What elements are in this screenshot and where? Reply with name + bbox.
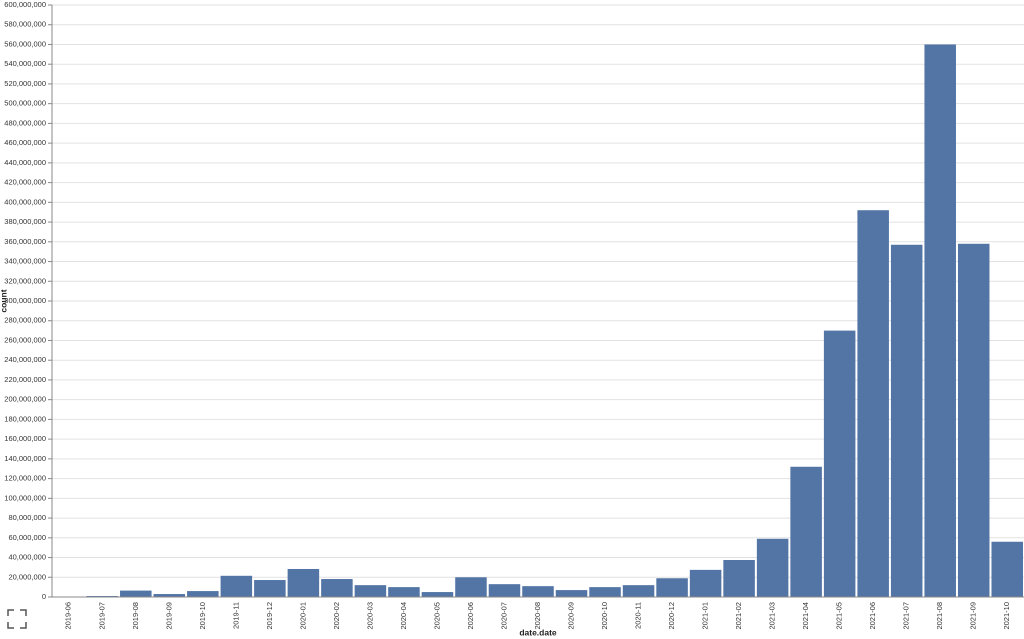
x-tick-label: 2019-11 bbox=[231, 602, 240, 629]
y-tick-label: 600,000,000 bbox=[4, 0, 46, 9]
x-axis-title: date.date bbox=[519, 627, 557, 637]
y-tick-label: 520,000,000 bbox=[4, 79, 46, 88]
y-tick-label: 20,000,000 bbox=[8, 572, 46, 581]
bar bbox=[924, 44, 956, 597]
y-tick-label: 140,000,000 bbox=[4, 454, 46, 463]
x-tick-label: 2020-01 bbox=[298, 602, 307, 630]
y-tick-label: 80,000,000 bbox=[8, 513, 46, 522]
bar bbox=[723, 560, 755, 597]
y-tick-label: 0 bbox=[42, 592, 46, 601]
x-tick-label: 2021-02 bbox=[734, 602, 743, 630]
bar bbox=[957, 243, 990, 598]
x-tick-label: 2021-03 bbox=[768, 602, 777, 630]
bar bbox=[254, 580, 286, 597]
x-tick-label: 2020-03 bbox=[365, 602, 374, 630]
x-tick-label: 2019-08 bbox=[131, 602, 140, 630]
y-tick-label: 160,000,000 bbox=[4, 434, 46, 443]
bar bbox=[589, 587, 621, 597]
bar bbox=[220, 575, 253, 597]
x-tick-label: 2020-04 bbox=[399, 602, 408, 630]
bar bbox=[991, 541, 1023, 597]
bar bbox=[287, 568, 320, 597]
y-tick-label: 180,000,000 bbox=[4, 414, 46, 423]
y-tick-label: 580,000,000 bbox=[4, 20, 46, 29]
bar bbox=[354, 585, 387, 597]
x-tick-label: 2020-11 bbox=[634, 602, 643, 629]
x-tick-label: 2020-06 bbox=[466, 602, 475, 630]
bar bbox=[421, 592, 454, 597]
bar bbox=[823, 330, 856, 597]
y-tick-label: 220,000,000 bbox=[4, 375, 46, 384]
y-tick-label: 460,000,000 bbox=[4, 138, 46, 147]
bar bbox=[857, 210, 889, 597]
y-tick-label: 280,000,000 bbox=[4, 316, 46, 325]
bar bbox=[656, 578, 688, 597]
bar bbox=[321, 579, 353, 597]
y-tick-label: 100,000,000 bbox=[4, 493, 46, 502]
x-tick-label: 2021-06 bbox=[868, 602, 877, 630]
y-tick-label: 40,000,000 bbox=[8, 553, 46, 562]
x-tick-label: 2020-12 bbox=[667, 602, 676, 630]
bar bbox=[522, 586, 554, 597]
y-tick-label: 240,000,000 bbox=[4, 355, 46, 364]
y-tick-label: 120,000,000 bbox=[4, 474, 46, 483]
x-tick-label: 2021-10 bbox=[1002, 602, 1011, 630]
x-tick-label: 2021-05 bbox=[835, 602, 844, 630]
bar bbox=[120, 590, 152, 597]
x-tick-label: 2021-01 bbox=[701, 602, 710, 630]
bar bbox=[488, 584, 521, 597]
x-tick-label: 2019-06 bbox=[64, 602, 73, 630]
bar bbox=[622, 585, 655, 597]
x-tick-label: 2021-08 bbox=[935, 602, 944, 630]
y-tick-label: 440,000,000 bbox=[4, 158, 46, 167]
y-tick-label: 500,000,000 bbox=[4, 99, 46, 108]
x-tick-label: 2020-09 bbox=[567, 602, 576, 630]
bar bbox=[689, 569, 722, 597]
bar bbox=[187, 591, 219, 597]
y-tick-label: 360,000,000 bbox=[4, 237, 46, 246]
x-tick-label: 2019-12 bbox=[265, 602, 274, 630]
x-tick-label: 2019-09 bbox=[164, 602, 173, 630]
x-tick-label: 2020-10 bbox=[600, 602, 609, 630]
x-tick-label: 2020-02 bbox=[332, 602, 341, 630]
y-axis-title: count bbox=[0, 289, 8, 312]
y-tick-label: 200,000,000 bbox=[4, 395, 46, 404]
bar bbox=[153, 594, 186, 597]
y-tick-label: 300,000,000 bbox=[4, 296, 46, 305]
y-tick-label: 60,000,000 bbox=[8, 533, 46, 542]
x-tick-label: 2021-09 bbox=[969, 602, 978, 630]
x-tick-label: 2019-07 bbox=[97, 602, 106, 630]
x-tick-label: 2021-04 bbox=[801, 602, 810, 630]
y-tick-label: 400,000,000 bbox=[4, 197, 46, 206]
y-tick-label: 320,000,000 bbox=[4, 276, 46, 285]
fullscreen-icon[interactable] bbox=[7, 609, 27, 629]
y-tick-label: 540,000,000 bbox=[4, 59, 46, 68]
x-tick-label: 2020-08 bbox=[533, 602, 542, 630]
x-tick-label: 2021-07 bbox=[902, 602, 911, 630]
bar bbox=[790, 466, 822, 597]
bar bbox=[890, 244, 923, 597]
bar bbox=[455, 577, 487, 597]
y-tick-label: 480,000,000 bbox=[4, 118, 46, 127]
y-tick-label: 340,000,000 bbox=[4, 257, 46, 266]
y-tick-label: 560,000,000 bbox=[4, 39, 46, 48]
x-tick-label: 2019-10 bbox=[198, 602, 207, 630]
y-tick-label: 260,000,000 bbox=[4, 335, 46, 344]
bar bbox=[756, 538, 789, 597]
x-tick-label: 2020-07 bbox=[499, 602, 508, 630]
x-tick-label: 2020-05 bbox=[432, 602, 441, 630]
bar bbox=[555, 590, 588, 597]
y-tick-label: 380,000,000 bbox=[4, 217, 46, 226]
y-tick-label: 420,000,000 bbox=[4, 178, 46, 187]
bar bbox=[388, 587, 420, 597]
